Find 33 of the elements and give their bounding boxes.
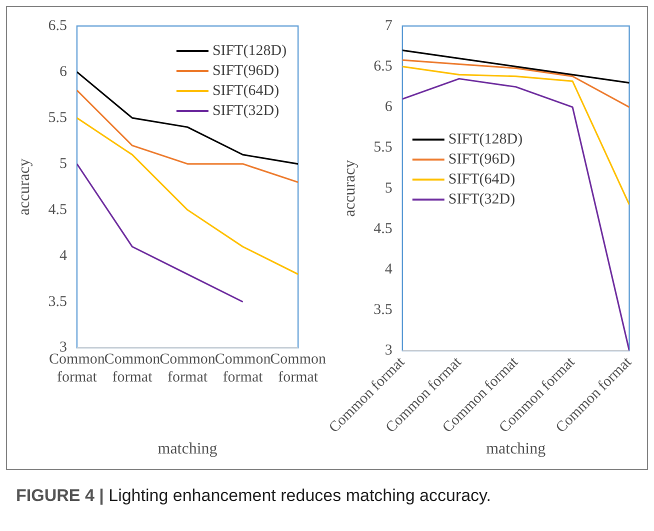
y-tick-label: 3 (384, 342, 392, 359)
y-tick-label: 5.5 (374, 140, 392, 156)
y-tick-label: 3.5 (374, 302, 392, 318)
y-tick-label: 6.5 (374, 58, 392, 75)
x-tick-label: Common format (270, 352, 326, 386)
y-tick-label: 5 (59, 156, 67, 172)
y-tick-label: 6 (59, 64, 68, 80)
y-axis-title: accuracy (341, 160, 358, 217)
y-tick-label: 4 (59, 248, 68, 264)
y-tick-label: 7 (384, 18, 393, 34)
y-tick-label: 4.5 (374, 220, 392, 237)
legend-label: SIFT(64D) (448, 172, 516, 188)
legend-label: SIFT(128D) (212, 42, 287, 59)
legend-label: SIFT(32D) (448, 192, 516, 208)
x-tick-label: Common format (214, 352, 272, 386)
legend-label: SIFT(32D) (212, 102, 280, 119)
x-axis-title: matching (486, 440, 546, 458)
y-tick-label: 4.5 (48, 202, 67, 218)
legend-label: SIFT(96D) (448, 152, 516, 168)
legend-label: SIFT(64D) (212, 82, 280, 99)
legend-label: SIFT(96D) (212, 62, 280, 79)
y-tick-label: 5.5 (48, 110, 67, 126)
x-tick-label: Common format (104, 352, 161, 386)
caption: FIGURE 4 | Lighting enhancement reduces matching accuracy. (16, 486, 492, 506)
legend-label: SIFT(128D) (448, 132, 523, 148)
x-tick-label: Common format (160, 352, 216, 386)
y-tick-label: 5 (384, 180, 392, 196)
y-tick-label: 6 (384, 99, 393, 116)
y-tick-label: 4 (384, 261, 393, 278)
y-tick-label: 6.5 (48, 18, 67, 34)
x-axis-title: matching (158, 440, 218, 458)
y-tick-label: 3.5 (48, 294, 67, 310)
y-axis-title: accuracy (16, 158, 33, 216)
